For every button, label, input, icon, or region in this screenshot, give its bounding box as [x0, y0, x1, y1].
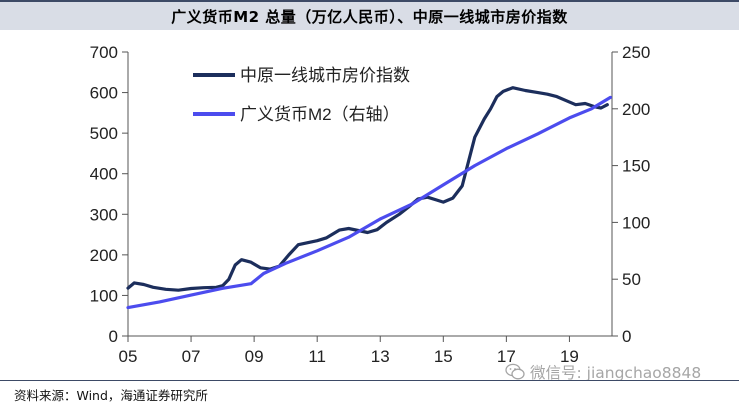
watermark-text: 微信号: jiangchao8848	[530, 364, 702, 382]
legend-label-house-index: 中原一线城市房价指数	[240, 66, 410, 85]
y-right-tick-label: 250	[622, 43, 650, 62]
title-bar: 广义货币M2 总量（万亿人民币）、中原一线城市房价指数	[0, 0, 739, 30]
y-left-tick-label: 400	[90, 165, 118, 184]
y-right-tick-label: 150	[622, 157, 650, 176]
x-tick-label: 13	[371, 347, 390, 366]
x-tick-label: 15	[434, 347, 453, 366]
y-right-tick-label: 200	[622, 100, 650, 119]
series-layer	[126, 86, 612, 310]
x-tick-label: 11	[308, 347, 326, 366]
watermark: 微信号: jiangchao8848	[505, 361, 701, 383]
wechat-icon	[505, 363, 525, 380]
series-line-m2	[126, 95, 612, 310]
y-left-tick-label: 200	[90, 246, 118, 265]
legend: 中原一线城市房价指数 广义货币M2（右轴）	[193, 66, 410, 124]
y-left-tick-label: 300	[90, 205, 118, 224]
y-right-tick-label: 100	[622, 213, 650, 232]
series-line-house-index	[126, 86, 609, 292]
line-chart: 0 100 200 300 400 500 600 700 0 50 100 150 200 250 05 0…	[90, 43, 651, 366]
legend-label-m2: 广义货币M2（右轴）	[240, 105, 400, 124]
y-left-tick-label: 0	[109, 327, 118, 346]
x-tick-label: 17	[497, 347, 516, 366]
x-tick-label: 19	[560, 347, 579, 366]
y-right-tick-label: 0	[622, 327, 631, 346]
x-tick-label: 07	[182, 347, 201, 366]
y-left-tick-label: 100	[90, 286, 118, 305]
x-tick-label: 09	[245, 347, 264, 366]
y-left-tick-label: 700	[90, 43, 118, 62]
source-text: 资料来源：Wind，海通证券研究所	[14, 388, 208, 403]
y-left-tick-label: 600	[90, 84, 118, 103]
y-right-tick-label: 50	[622, 270, 641, 289]
chart-area: 0 100 200 300 400 500 600 700 0 50 100 150 200 250 05 0…	[0, 30, 739, 380]
page-title: 广义货币M2 总量（万亿人民币）、中原一线城市房价指数	[171, 7, 568, 26]
x-tick-label: 05	[119, 347, 138, 366]
y-left-tick-label: 500	[90, 124, 118, 143]
source-note: 资料来源：Wind，海通证券研究所	[0, 380, 739, 405]
axes-layer: 0 100 200 300 400 500 600 700 0 50 100 150 200 250 05 0…	[90, 43, 651, 366]
